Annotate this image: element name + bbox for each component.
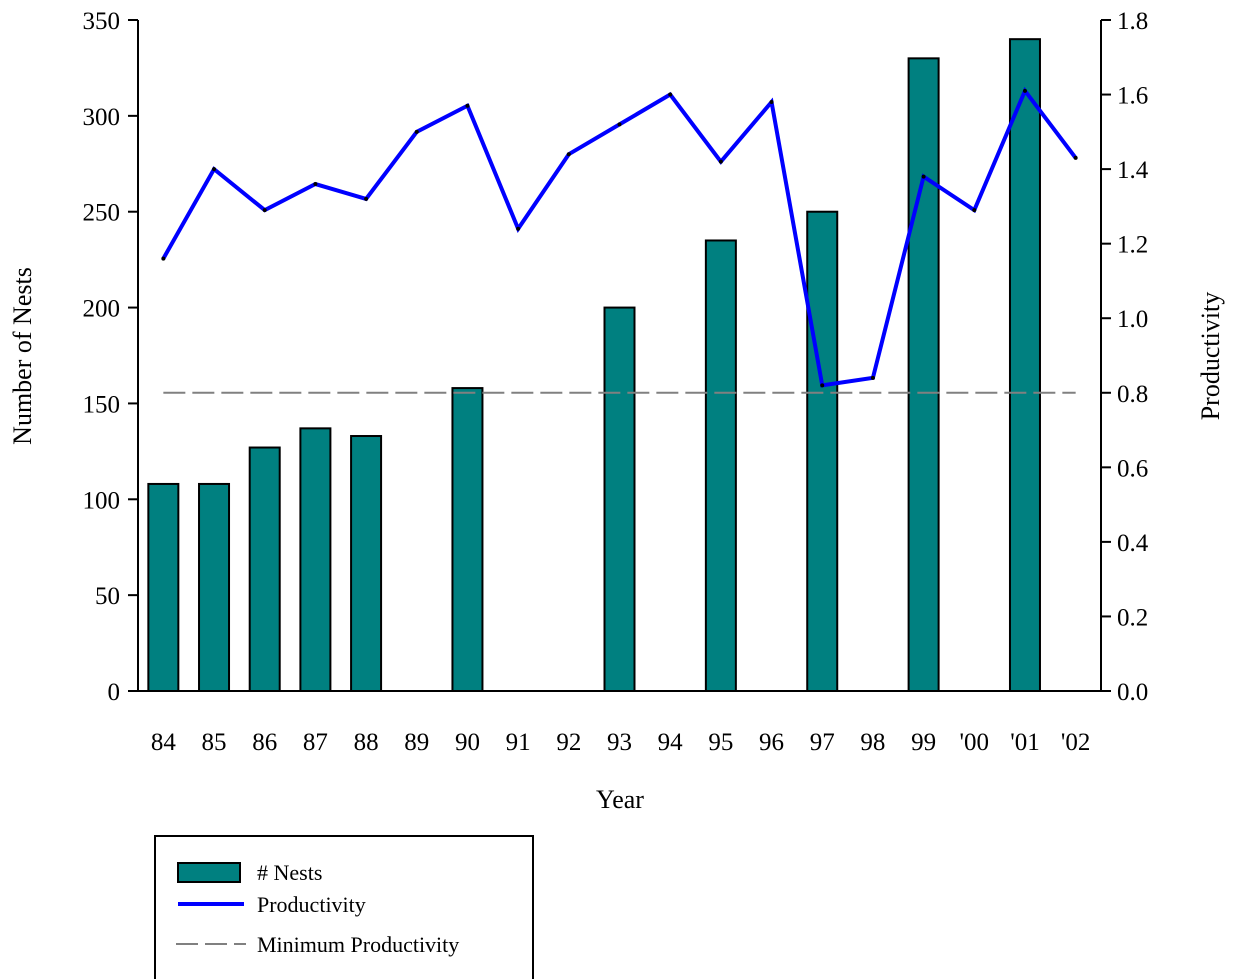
y-tick-label: 100	[83, 487, 121, 514]
legend-label-productivity: Productivity	[257, 892, 366, 917]
productivity-point-84	[161, 256, 166, 261]
productivity-point-91	[516, 226, 521, 231]
bar-nests-84	[147, 482, 180, 692]
y2-axis-title: Productivity	[1196, 292, 1225, 421]
legend-swatch-nests	[177, 862, 241, 883]
x-axis-title: Year	[596, 785, 644, 814]
y2-tick-label: 1.2	[1117, 232, 1148, 259]
y-tick-label: 200	[83, 296, 121, 323]
productivity-point-85	[212, 167, 217, 172]
x-tick-label: 85	[202, 729, 227, 756]
y-tick-label: 300	[83, 104, 121, 131]
productivity-point-00	[972, 208, 977, 213]
x-tick-label: 96	[759, 729, 784, 756]
legend: # Nests Productivity Minimum Productivit…	[154, 835, 534, 979]
y-tick-label: 150	[83, 391, 121, 418]
productivity-point-92	[566, 152, 571, 157]
productivity-point-96	[769, 100, 774, 105]
productivity-point-86	[262, 208, 267, 213]
y2-tick-label: 0.4	[1117, 530, 1149, 557]
bar-nests-97	[806, 210, 839, 692]
y-tick-label: 350	[83, 8, 121, 35]
productivity-point-02	[1073, 155, 1078, 160]
x-tick-label: 84	[151, 729, 177, 756]
bar-nests-90	[451, 387, 484, 692]
x-tick-label: 89	[404, 729, 429, 756]
x-tick-label: 92	[556, 729, 581, 756]
y2-tick-label: 1.8	[1117, 8, 1148, 35]
x-tick-label: 88	[354, 729, 379, 756]
productivity-point-90	[465, 103, 470, 108]
x-tick-label: 95	[708, 729, 733, 756]
x-tick-label: '00	[960, 729, 990, 756]
legend-label-minimum-productivity: Minimum Productivity	[257, 932, 459, 957]
x-tick-label: '01	[1010, 729, 1040, 756]
legend-label-nests: # Nests	[257, 860, 322, 885]
productivity-point-97	[820, 383, 825, 388]
y2-tick-label: 1.0	[1117, 306, 1148, 333]
x-tick-label: 90	[455, 729, 480, 756]
x-tick-label: 99	[911, 729, 936, 756]
bar-nests-95	[704, 239, 737, 692]
productivity-point-88	[364, 196, 369, 201]
productivity-point-87	[313, 182, 318, 187]
productivity-point-01	[1022, 88, 1027, 93]
bar-nests-87	[299, 427, 332, 692]
x-tick-label: 87	[303, 729, 328, 756]
y-tick-label: 0	[108, 679, 121, 706]
y-tick-label: 250	[83, 200, 121, 227]
productivity-point-99	[921, 174, 926, 179]
productivity-point-95	[718, 159, 723, 164]
y-tick-label: 50	[95, 583, 120, 610]
y2-tick-label: 0.8	[1117, 381, 1148, 408]
axes: 0 50 100 150 200 250 300 350 0.0 0.2 0.4 0.6 0.8 1.0 1…	[83, 8, 1149, 756]
x-tick-label: '02	[1061, 729, 1091, 756]
y2-tick-label: 1.4	[1117, 157, 1149, 184]
productivity-point-98	[870, 375, 875, 380]
x-tick-label: 98	[860, 729, 885, 756]
y2-tick-label: 1.6	[1117, 83, 1148, 110]
bar-nests-99	[907, 57, 940, 693]
x-tick-label: 97	[810, 729, 835, 756]
y2-tick-label: 0.2	[1117, 604, 1148, 631]
bar-nests-88	[350, 435, 383, 692]
x-tick-label: 86	[252, 729, 277, 756]
y2-tick-label: 0.6	[1117, 455, 1148, 482]
productivity-point-93	[617, 122, 622, 127]
bar-nests-93	[603, 306, 636, 692]
productivity-point-89	[414, 129, 419, 134]
productivity-point-94	[668, 92, 673, 97]
x-tick-label: 93	[607, 729, 632, 756]
y2-tick-label: 0.0	[1117, 679, 1148, 706]
bar-nests-01	[1008, 38, 1041, 692]
x-tick-label: 94	[658, 729, 684, 756]
bar-nests-85	[198, 482, 231, 692]
plot-area	[147, 38, 1078, 693]
bar-nests-86	[248, 446, 281, 692]
legend-box	[154, 835, 534, 979]
x-tick-label: 91	[506, 729, 531, 756]
y-axis-title: Number of Nests	[8, 267, 37, 445]
